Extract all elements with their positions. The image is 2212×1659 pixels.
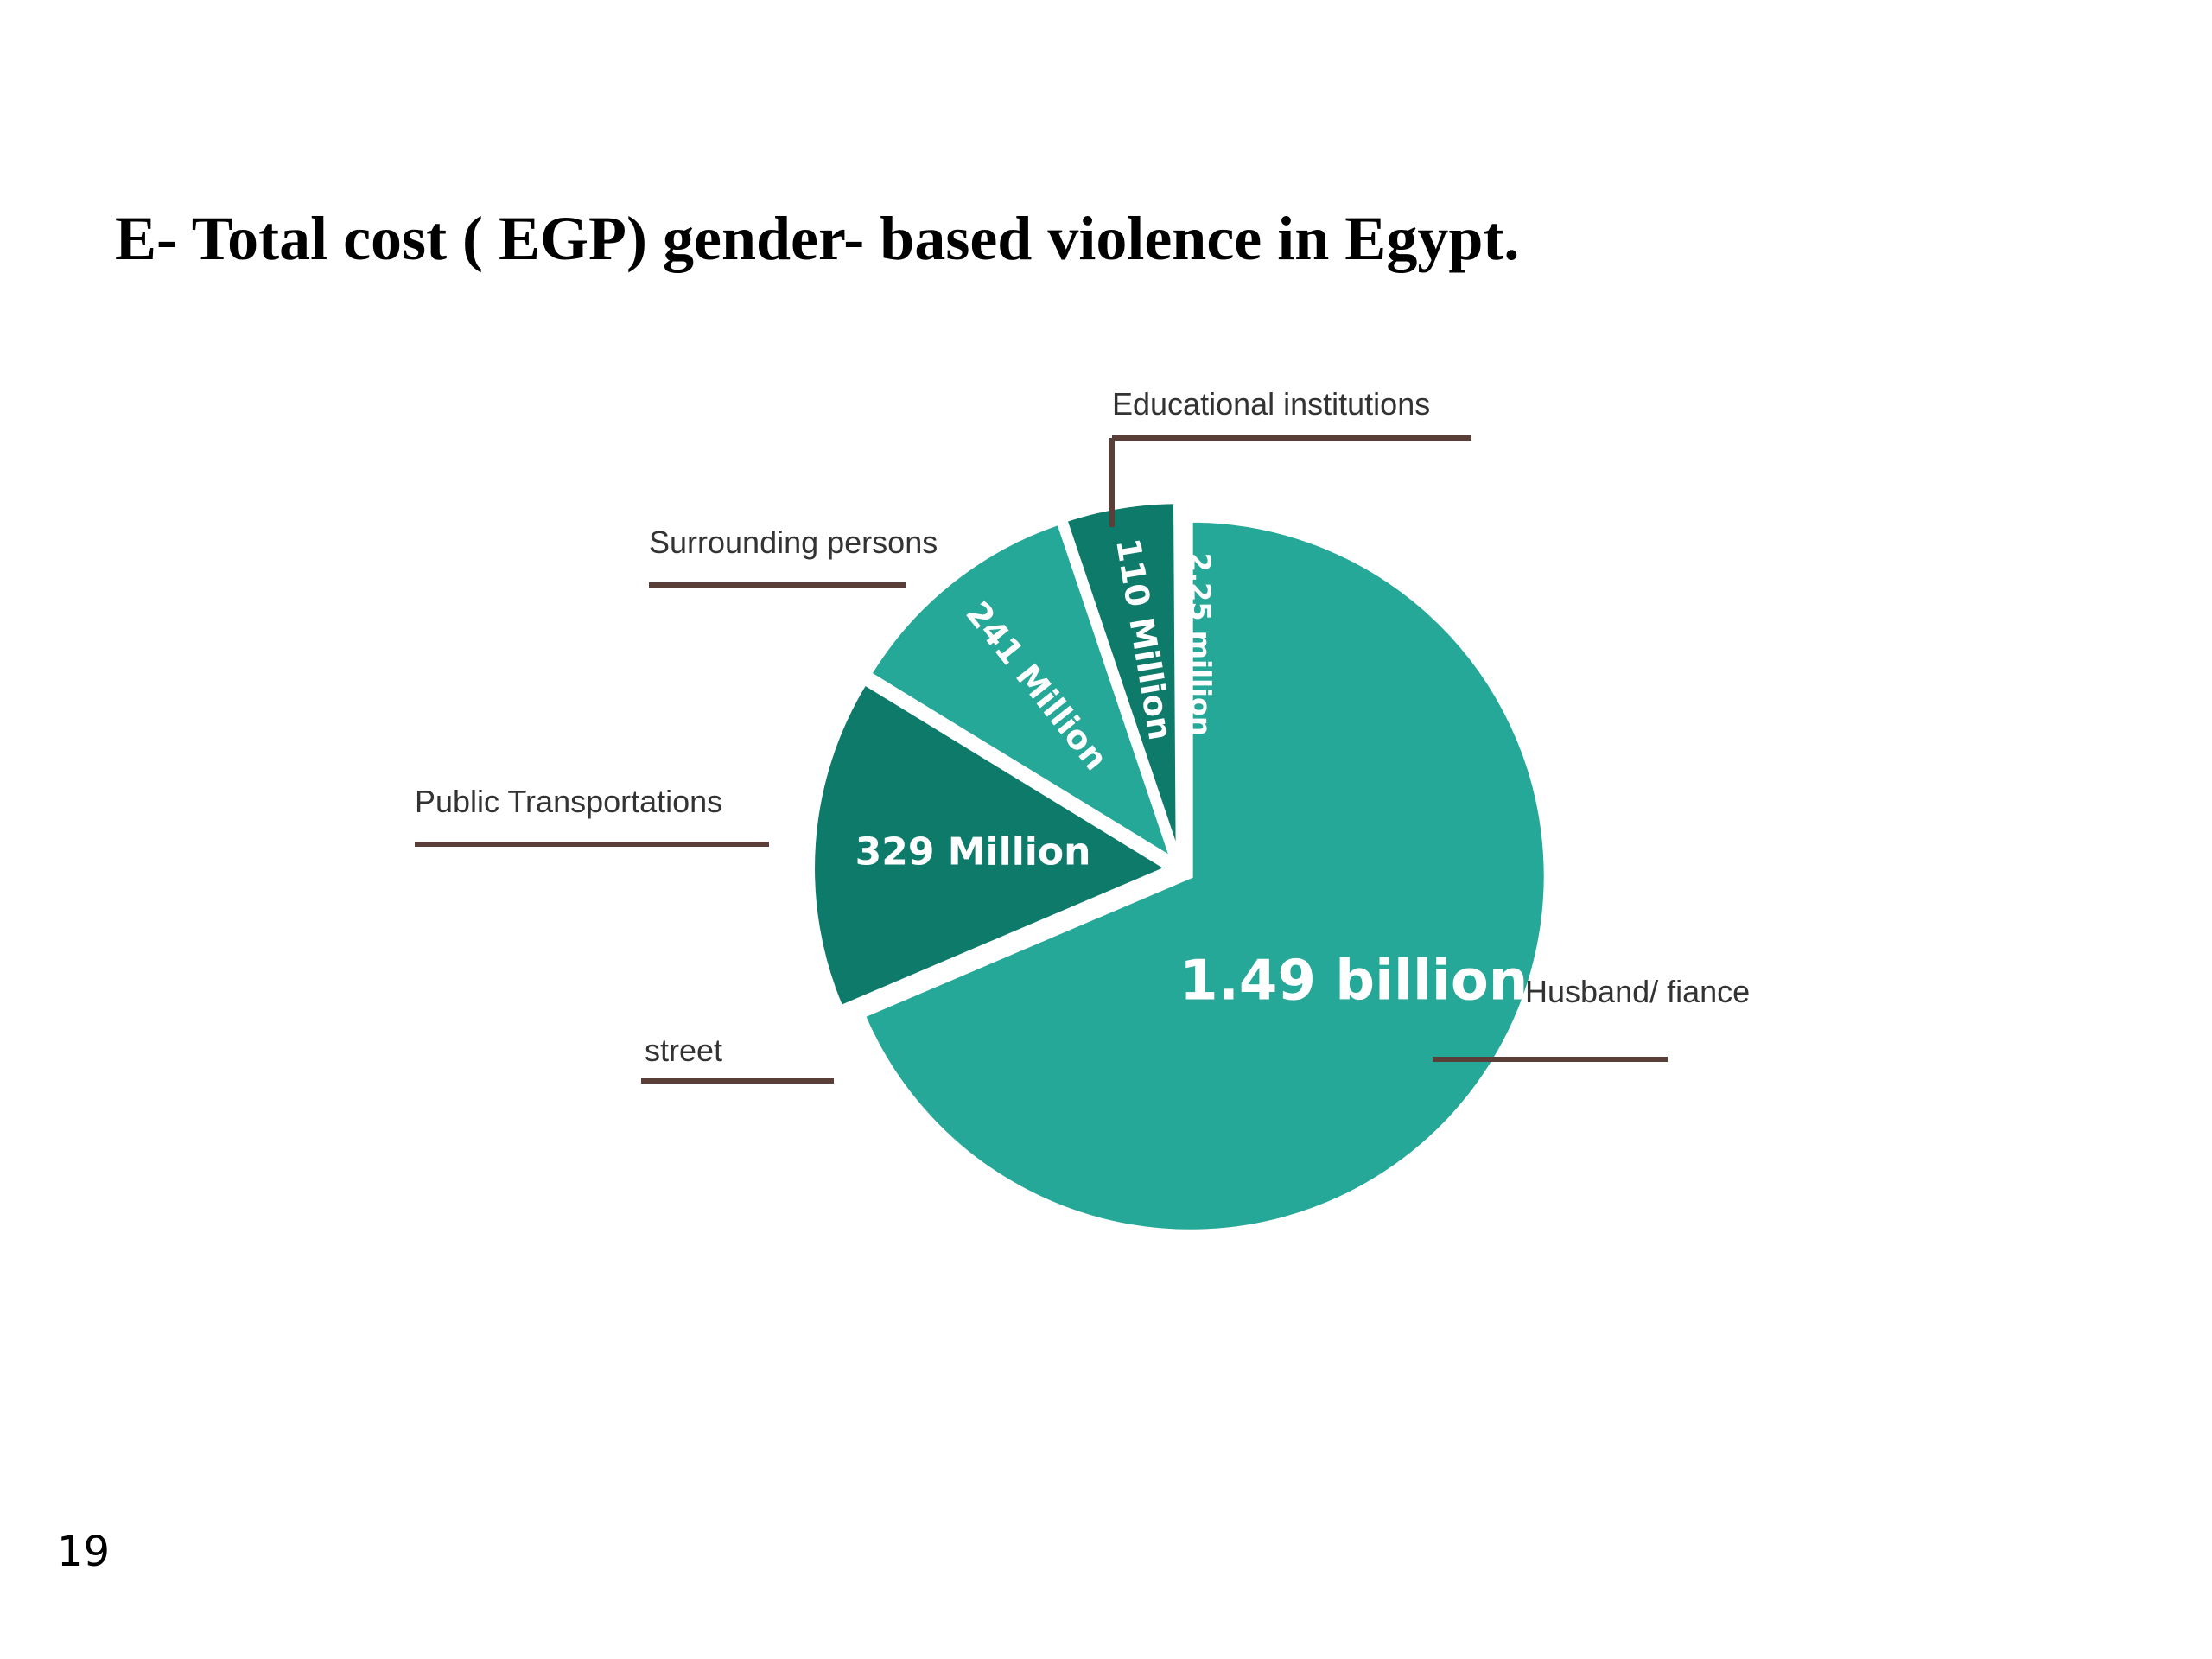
pie-slice xyxy=(859,517,1549,1235)
pie-slice xyxy=(865,518,1178,866)
category-label: Public Transportations xyxy=(415,784,722,819)
pie-slice xyxy=(1175,498,1183,858)
category-label: Husband/ fiance xyxy=(1525,974,1750,1009)
category-label: Surrounding persons xyxy=(649,524,938,560)
category-label: street xyxy=(645,1033,722,1068)
chart-title: E- Total cost ( EGP) gender- based viole… xyxy=(115,204,1519,273)
pie-slice xyxy=(810,678,1174,1012)
value-label: 1.49 billion xyxy=(1179,949,1528,1013)
value-label: 2.25 million xyxy=(1184,553,1217,736)
slide-number: 19 xyxy=(57,1528,110,1576)
category-label: Educational institutions xyxy=(1112,386,1430,422)
value-label: 329 Million xyxy=(855,830,1091,874)
